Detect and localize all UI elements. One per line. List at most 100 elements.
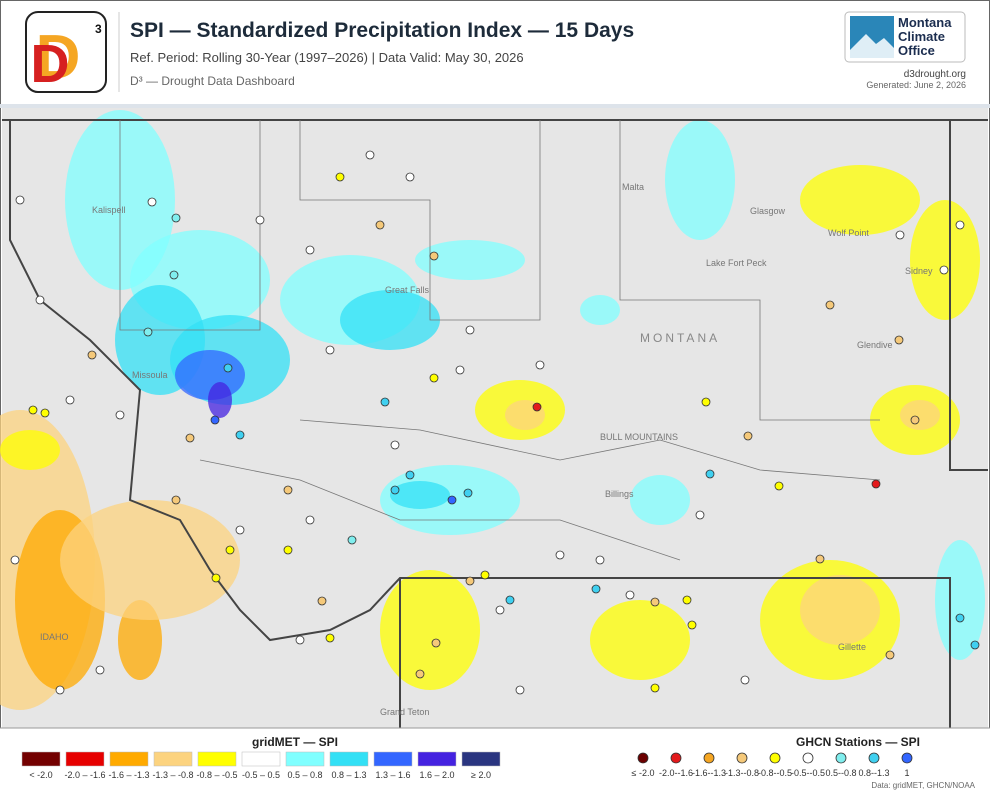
station	[591, 584, 601, 594]
station	[695, 510, 705, 520]
station	[325, 633, 335, 643]
station	[169, 270, 179, 280]
header: D D 3 SPI — Standardized Precipitation I…	[25, 11, 966, 94]
station	[705, 469, 715, 479]
station	[743, 431, 753, 441]
station	[465, 576, 475, 586]
legend-label: -0.8 – -0.5	[196, 770, 237, 780]
station	[210, 415, 220, 425]
legend-label: -1.6--1.3	[692, 768, 726, 778]
station	[701, 397, 711, 407]
spi-area	[630, 475, 690, 525]
legend-swatch	[65, 751, 105, 767]
station	[431, 638, 441, 648]
station	[871, 479, 881, 489]
station	[682, 595, 692, 605]
spi-area	[390, 481, 450, 509]
legend-swatch	[417, 751, 457, 767]
legend-title: gridMET — SPI	[252, 735, 338, 749]
station	[10, 555, 20, 565]
station	[505, 595, 515, 605]
legend-label: 1.3 – 1.6	[375, 770, 410, 780]
place-label: Kalispell	[92, 205, 126, 215]
station	[375, 220, 385, 230]
station	[143, 327, 153, 337]
source: Data: gridMET, GHCN/NOAA	[871, 781, 975, 790]
county-border	[299, 419, 881, 481]
station	[211, 573, 221, 583]
spi-area	[60, 500, 240, 620]
station	[390, 440, 400, 450]
station	[465, 325, 475, 335]
station	[955, 220, 965, 230]
legend-station	[637, 752, 649, 764]
station	[415, 669, 425, 679]
spi-area	[208, 382, 232, 418]
station	[895, 230, 905, 240]
station	[429, 373, 439, 383]
spi-area	[800, 575, 880, 645]
state-border	[9, 120, 951, 728]
state-border	[2, 119, 988, 728]
legend-label: -1.3 – -0.8	[152, 770, 193, 780]
org-logo-art	[850, 34, 894, 58]
place-label: IDAHO	[40, 632, 69, 642]
station	[171, 495, 181, 505]
place-label: Sidney	[905, 266, 933, 276]
station	[225, 545, 235, 555]
station	[894, 335, 904, 345]
station	[185, 433, 195, 443]
legend-label: -0.8--0.5	[758, 768, 792, 778]
legend-swatch	[461, 751, 501, 767]
station	[429, 251, 439, 261]
org-line: Montana	[898, 15, 952, 30]
station	[650, 683, 660, 693]
county-border	[199, 459, 681, 561]
station	[305, 245, 315, 255]
station	[283, 485, 293, 495]
station	[535, 360, 545, 370]
station	[495, 605, 505, 615]
legend-station	[835, 752, 847, 764]
station	[463, 488, 473, 498]
county-border	[299, 120, 541, 321]
station	[555, 550, 565, 560]
station	[28, 405, 38, 415]
legend-swatch	[285, 751, 325, 767]
title: SPI — Standardized Precipitation Index —…	[130, 19, 634, 42]
legend-station	[901, 752, 913, 764]
generated: Generated: June 2, 2026	[866, 80, 966, 90]
station	[740, 675, 750, 685]
county-border	[119, 120, 261, 331]
place-label: Missoula	[132, 370, 168, 380]
station	[970, 640, 980, 650]
station	[87, 350, 97, 360]
station	[825, 300, 835, 310]
station	[595, 555, 605, 565]
spi-area	[580, 295, 620, 325]
map: Kalispell Missoula Great Falls Malta Glasgow…	[0, 108, 988, 728]
station	[35, 295, 45, 305]
legend-station	[769, 752, 781, 764]
legend-label: -0.5 – 0.5	[242, 770, 280, 780]
place-label: Gillette	[838, 642, 866, 652]
place-label: Lake Fort Peck	[706, 258, 767, 268]
legend-label: -1.3--0.8	[725, 768, 759, 778]
legend-label: 0.8--1.3	[858, 768, 889, 778]
spi-area	[380, 570, 480, 690]
station	[40, 408, 50, 418]
station	[295, 635, 305, 645]
station	[380, 397, 390, 407]
legend-swatch	[21, 751, 61, 767]
station	[480, 570, 490, 580]
legend-label: -0.5--0.5	[791, 768, 825, 778]
legend-label: 1	[904, 768, 909, 778]
station	[687, 620, 697, 630]
station	[455, 365, 465, 375]
legend-station	[736, 752, 748, 764]
legend-station	[670, 752, 682, 764]
station	[283, 545, 293, 555]
station	[885, 650, 895, 660]
legend-swatch	[241, 751, 281, 767]
logo-sup: 3	[95, 22, 102, 36]
